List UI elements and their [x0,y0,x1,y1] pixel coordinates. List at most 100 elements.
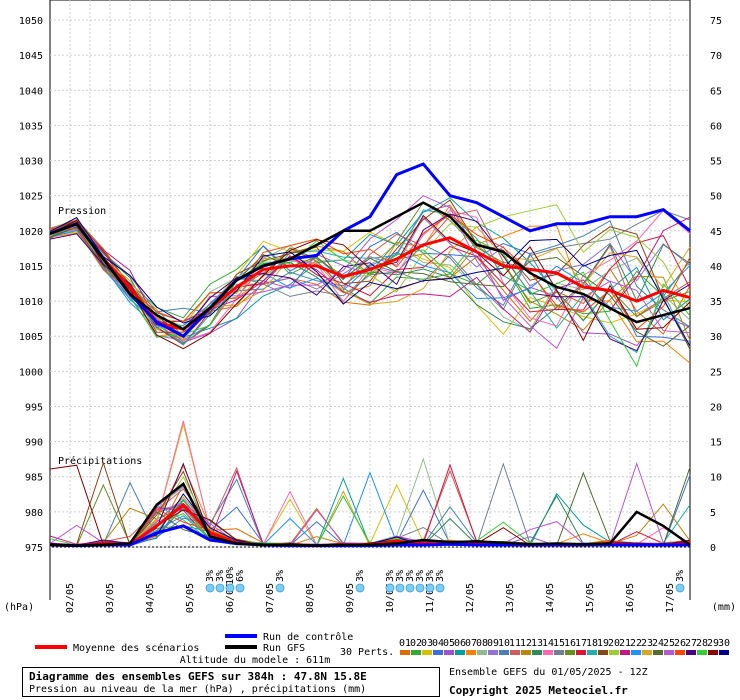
right-tick-label: 0 [710,543,716,554]
right-tick-label: 65 [710,86,722,97]
legend-pert-swatch [620,650,630,655]
legend-pert-number: 15 [553,638,565,649]
right-tick-label: 50 [710,192,722,203]
legend-pert-number: 19 [597,638,609,649]
legend-pert-swatch [642,650,652,655]
legend-pert-swatch [697,650,707,655]
legend-pert-number: 21 [619,638,631,649]
series-pressure-line [49,162,691,339]
snow-probability: 3% [415,570,426,582]
legend-pert-number: 24 [652,638,664,649]
precipitation-label: Précipitations [58,455,142,467]
legend-pert-swatch [400,650,410,655]
snow-icon [355,583,365,593]
snow-probability: 3% [215,570,226,582]
legend-pert-number: 30 [718,638,730,649]
legend-gfs-label: Run GFS [263,643,305,654]
legend-pert-swatch [543,650,553,655]
legend-pert-number: 08 [476,638,488,649]
legend-pert-number: 03 [421,638,433,649]
right-tick-label: 55 [710,157,722,168]
snow-icon [205,583,215,593]
legend-control-label: Run de contrôle [263,631,353,643]
left-tick-label: 990 [25,438,43,449]
x-tick-label: 03/05 [105,583,116,613]
right-tick-label: 60 [710,121,722,132]
legend-pert-swatch [422,650,432,655]
left-tick-label: 985 [25,473,43,484]
legend-pert-number: 04 [432,638,444,649]
left-tick-label: 1030 [19,157,43,168]
perturbation-pressure-line [49,224,691,368]
snow-probability: 10% [225,567,236,585]
snow-probability: 3% [405,570,416,582]
right-tick-label: 40 [710,262,722,273]
snow-probability: 3% [675,570,686,582]
snow-icon [405,583,415,593]
x-tick-label: 15/05 [585,583,596,613]
legend-pert-number: 07 [465,638,477,649]
legend-pert-swatch [554,650,564,655]
legend-pert-number: 23 [641,638,653,649]
legend-pert-swatch [565,650,575,655]
legend-pert-number: 28 [696,638,708,649]
legend-pert-swatch [444,650,454,655]
right-tick-label: 15 [710,438,722,449]
perturbation-pressure-line [49,229,691,328]
legend-pert-number: 06 [454,638,466,649]
x-tick-label: 09/05 [345,583,356,613]
x-tick-label: 10/05 [385,583,396,613]
legend-pert-number: 18 [586,638,598,649]
legend-pert-swatch [499,650,509,655]
x-tick-label: 14/05 [545,583,556,613]
snow-probability: 3% [205,570,216,582]
x-tick-label: 04/05 [145,583,156,613]
left-tick-label: 1005 [19,332,43,343]
x-tick-label: 12/05 [465,583,476,613]
legend-pert-number: 11 [509,638,521,649]
right-tick-label: 70 [710,51,722,62]
legend-gfs-swatch [225,645,257,649]
legend-pert-swatch [466,650,476,655]
title-box: Diagramme des ensembles GEFS sur 384h : … [22,667,440,697]
legend-mean-label: Moyenne des scénarios [73,642,199,654]
series-precip-line [49,481,691,547]
left-tick-label: 975 [25,543,43,554]
left-tick-label: 1010 [19,297,43,308]
snow-probability: 3% [275,570,286,582]
left-tick-label: 1015 [19,262,43,273]
snow-icon [385,583,395,593]
left-tick-label: 995 [25,402,43,413]
x-tick-label: 07/05 [265,583,276,613]
snow-icon [275,583,285,593]
legend-pert-number: 14 [542,638,554,649]
series-pressure-line [49,201,691,331]
snow-icon [215,583,225,593]
snow-probability: 3% [395,570,406,582]
left-unit-label: (hPa) [4,602,34,613]
legend-pert-swatch [609,650,619,655]
snow-icon [225,583,235,593]
right-tick-label: 25 [710,367,722,378]
left-tick-label: 1050 [19,16,43,27]
snow-probability: 6% [235,570,246,582]
legend-pert-number: 09 [487,638,499,649]
legend-pert-swatch [532,650,542,655]
legend-pert-swatch [488,650,498,655]
x-tick-label: 05/05 [185,583,196,613]
legend-pert-swatch [477,650,487,655]
snow-icon [415,583,425,593]
snow-probability: 3% [435,570,446,582]
left-tick-label: 980 [25,508,43,519]
legend-pert-swatch [411,650,421,655]
legend-pert-swatch [521,650,531,655]
altitude-label: Altitude du modele : 611m [180,655,331,666]
perturbation-pressure-line [49,216,691,341]
copyright: Copyright 2025 Meteociel.fr [449,684,628,697]
legend-pert-number: 20 [608,638,620,649]
left-tick-label: 1025 [19,192,43,203]
snow-icon [435,583,445,593]
perturbation-pressure-line [49,199,691,350]
legend-pert-swatch [631,650,641,655]
